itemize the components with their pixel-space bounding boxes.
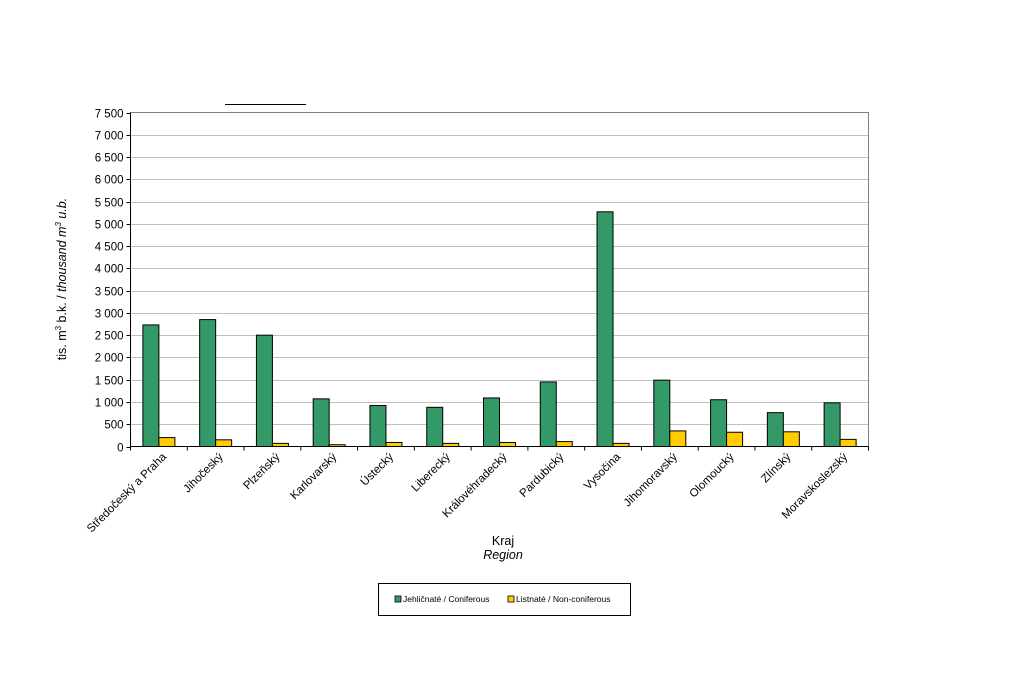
bar-coniferous — [653, 379, 671, 447]
x-axis: Středočeský a Praha Jihočeský Plzeňský Karl… — [85, 446, 869, 535]
bar-coniferous — [766, 412, 784, 447]
y-tick-label: 4 000 — [95, 264, 124, 276]
bar-non-coniferous — [158, 437, 176, 447]
bar-coniferous — [823, 402, 841, 447]
y-tick-label: 2 000 — [95, 353, 124, 365]
plot-area — [130, 112, 869, 447]
x-tick-label: Liberecký — [410, 451, 453, 494]
y-tick-label: 7 000 — [95, 131, 124, 143]
bar-coniferous — [596, 211, 614, 447]
bar-coniferous — [539, 381, 557, 447]
y-axis-title: tis. m3 b.k. / thousand m3 u.b. — [54, 198, 69, 360]
bar-non-coniferous — [385, 441, 403, 448]
bar-non-coniferous — [215, 439, 233, 448]
y-tick-label: 6 500 — [95, 153, 124, 165]
x-tick-label: Jihomoravský — [622, 451, 680, 509]
x-tick-label: Jihočeský — [182, 451, 226, 495]
bar-non-coniferous — [499, 441, 516, 448]
x-tick-label: Středočeský a Praha — [85, 451, 169, 535]
x-axis-title-en: Region — [483, 548, 523, 562]
x-tick-label: Vysočina — [582, 451, 624, 493]
y-tick-label: 6 000 — [95, 175, 124, 187]
y-tick-label: 1 500 — [95, 376, 124, 388]
legend-label-coniferous: Jehličnaté / Coniferous — [403, 594, 489, 604]
bar-coniferous — [426, 406, 444, 448]
bar-coniferous — [312, 398, 330, 447]
bar-coniferous — [483, 397, 500, 448]
y-tick-label: 5 500 — [95, 198, 124, 210]
legend-swatch-non-coniferous — [507, 595, 515, 603]
x-tick-label: Olomoucký — [688, 451, 737, 500]
bar-coniferous — [369, 405, 387, 447]
bar-coniferous — [142, 324, 160, 448]
x-tick-label: Plzeňský — [242, 451, 283, 492]
legend-swatch-coniferous — [394, 595, 402, 603]
legend-label-non-coniferous: Listnaté / Non-coniferous — [516, 594, 611, 604]
y-tick-label: 4 500 — [95, 242, 124, 254]
legend: Jehličnaté / Coniferous Listnaté / Non-c… — [378, 583, 631, 616]
y-tick-label: 7 500 — [95, 109, 124, 121]
gridlines — [130, 135, 869, 425]
x-tick-label: Karlovarský — [288, 451, 339, 502]
y-tick-label: 0 — [117, 443, 123, 455]
bar-coniferous — [255, 334, 273, 447]
y-axis: 0 500 1 000 1 500 2 000 2 500 3 000 3 500 4 000 4… — [95, 109, 131, 455]
bar-non-coniferous — [782, 431, 800, 447]
y-tick-label: 1 000 — [95, 398, 124, 410]
bar-non-coniferous — [555, 441, 573, 447]
y-tick-label: 3 000 — [95, 309, 124, 321]
x-tick-label: Pardubický — [518, 451, 567, 500]
bars — [142, 211, 857, 448]
bar-non-coniferous — [726, 431, 744, 447]
y-tick-label: 5 000 — [95, 220, 124, 232]
x-tick-label: Ústecký — [358, 450, 396, 488]
bar-non-coniferous — [669, 430, 687, 447]
bar-coniferous — [710, 399, 728, 447]
y-tick-label: 3 500 — [95, 287, 124, 299]
y-tick-label: 500 — [104, 420, 123, 432]
x-tick-label: Zlínský — [759, 451, 793, 485]
bar-coniferous — [199, 319, 217, 447]
legend-box — [378, 583, 631, 616]
bar-non-coniferous — [839, 438, 857, 447]
x-axis-title: Kraj — [492, 534, 514, 548]
y-tick-label: 2 500 — [95, 331, 124, 343]
